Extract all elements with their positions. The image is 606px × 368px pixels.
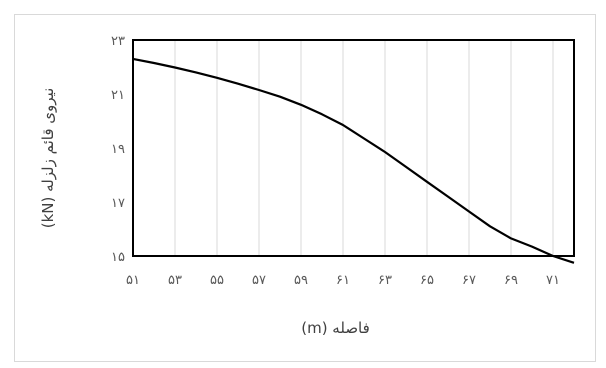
- x-tick-label: ۶۱: [336, 273, 350, 288]
- x-tick-label: ۵۷: [252, 273, 266, 288]
- x-tick-label: ۷۱: [546, 273, 560, 288]
- series-line: [132, 57, 575, 264]
- grid-lines: [174, 40, 554, 256]
- x-tick-labels: ۵۱ ۵۳ ۵۵ ۵۷ ۵۹ ۶۱ ۶۳ ۶۵ ۶۷ ۶۹ ۷۱: [126, 273, 560, 288]
- y-tick-label: ۲۳: [111, 34, 125, 49]
- y-tick-label: ۱۹: [111, 142, 125, 157]
- x-tick-label: ۵۱: [126, 273, 140, 288]
- x-tick-label: ۶۵: [420, 273, 434, 288]
- chart-frame: ۵۱ ۵۳ ۵۵ ۵۷ ۵۹ ۶۱ ۶۳ ۶۵ ۶۷ ۶۹ ۷۱ ۱۵ ۱۷ ۱۹ ۲۱ ۲۳ فاصله …: [14, 14, 596, 362]
- series-layer: [132, 57, 575, 264]
- x-tick-label: ۶۷: [462, 273, 476, 288]
- x-tick-label: ۶۹: [504, 273, 518, 288]
- y-tick-label: ۱۷: [111, 196, 125, 211]
- y-tick-label: ۱۵: [111, 250, 125, 265]
- x-tick-label: ۵۵: [210, 273, 224, 288]
- line-chart: ۵۱ ۵۳ ۵۵ ۵۷ ۵۹ ۶۱ ۶۳ ۶۵ ۶۷ ۶۹ ۷۱ ۱۵ ۱۷ ۱۹ ۲۱ ۲۳ فاصله …: [39, 34, 575, 337]
- y-axis-title: نیروی قائم زلزله (kN): [39, 88, 57, 229]
- plot-border: [132, 39, 575, 257]
- x-tick-label: ۶۳: [378, 273, 392, 288]
- x-tick-label: ۵۹: [294, 273, 308, 288]
- x-tick-label: ۵۳: [168, 273, 182, 288]
- y-tick-label: ۲۱: [111, 88, 125, 103]
- x-axis-title: فاصله (m): [301, 319, 370, 337]
- y-tick-labels: ۱۵ ۱۷ ۱۹ ۲۱ ۲۳: [111, 34, 125, 265]
